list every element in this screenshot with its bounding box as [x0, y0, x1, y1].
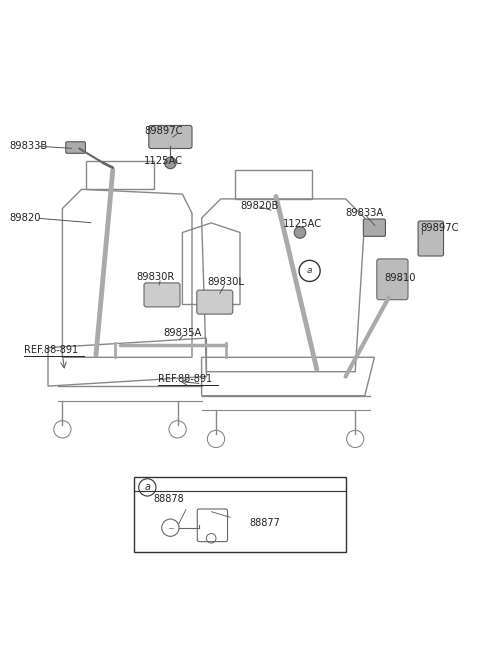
Circle shape	[165, 157, 176, 169]
Text: 1125AC: 1125AC	[144, 156, 183, 166]
Circle shape	[294, 227, 306, 238]
FancyBboxPatch shape	[363, 219, 385, 237]
Text: 89810: 89810	[384, 273, 416, 283]
Text: REF.88-891: REF.88-891	[158, 374, 213, 384]
Text: 88878: 88878	[154, 494, 184, 504]
Text: 88877: 88877	[250, 518, 280, 528]
FancyBboxPatch shape	[418, 221, 444, 256]
Text: 89830R: 89830R	[137, 271, 175, 282]
Text: 1125AC: 1125AC	[283, 219, 323, 229]
FancyBboxPatch shape	[66, 142, 85, 153]
Text: a: a	[144, 482, 150, 492]
Text: 89833A: 89833A	[346, 208, 384, 218]
FancyBboxPatch shape	[377, 259, 408, 300]
Text: 89897C: 89897C	[144, 125, 182, 136]
Text: 89835A: 89835A	[163, 328, 202, 338]
Text: 89897C: 89897C	[420, 223, 458, 233]
FancyBboxPatch shape	[149, 125, 192, 148]
Text: 89833B: 89833B	[10, 141, 48, 151]
Text: 89830L: 89830L	[207, 277, 244, 287]
Text: 89820B: 89820B	[240, 201, 278, 211]
FancyBboxPatch shape	[144, 283, 180, 307]
Text: 89820: 89820	[10, 213, 41, 223]
Text: REF.88-891: REF.88-891	[24, 345, 78, 355]
Text: a: a	[307, 266, 312, 275]
FancyBboxPatch shape	[197, 290, 233, 314]
